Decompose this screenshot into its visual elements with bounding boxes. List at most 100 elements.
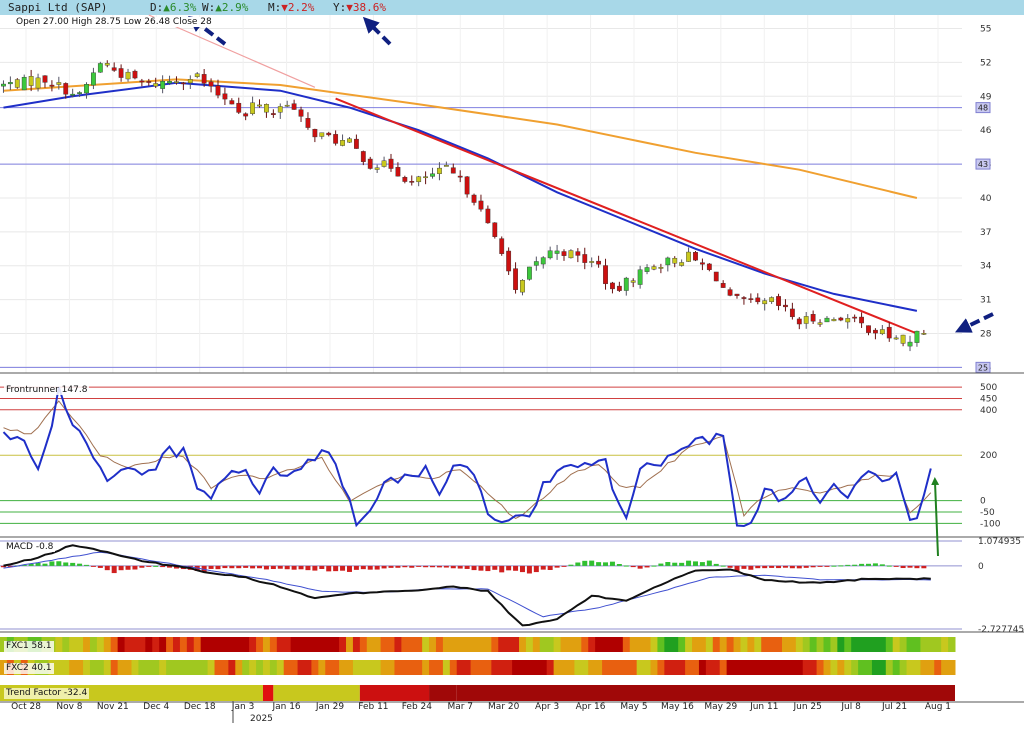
fxc1-cell xyxy=(138,637,146,652)
macd-histogram-bar xyxy=(464,565,470,569)
frontrunner-tick-label: 0 xyxy=(980,497,986,507)
macd-histogram-bar xyxy=(879,564,885,566)
candle-body xyxy=(741,297,747,299)
macd-histogram-bar xyxy=(734,565,740,571)
candle-body xyxy=(236,102,242,113)
frontrunner-tick-label: -50 xyxy=(980,508,995,518)
fxc2-cell xyxy=(608,660,617,675)
fxc1-cell xyxy=(442,637,451,652)
fxc2-cell xyxy=(491,660,499,675)
x-axis-label: Nov 8 xyxy=(56,702,82,712)
price-tick-label: 31 xyxy=(980,296,991,306)
fxc1-cell xyxy=(539,637,548,652)
fxc2-cell xyxy=(214,660,222,675)
fxc1-cell xyxy=(726,637,735,652)
macd-histogram-bar xyxy=(270,565,276,570)
fxc1-cell xyxy=(588,637,596,652)
macd-histogram-bar xyxy=(568,564,574,566)
fxc2-cell xyxy=(816,660,825,675)
macd-histogram-bar xyxy=(153,565,159,567)
fxc1-cell xyxy=(512,637,520,652)
fxc2-cell xyxy=(768,660,776,675)
fxc1-cell xyxy=(373,637,382,652)
price-tick-label: 34 xyxy=(980,262,992,272)
fxc2-label: FXC2 40.1 xyxy=(4,663,54,674)
fxc1-cell xyxy=(678,637,686,652)
macd-histogram-bar xyxy=(395,565,401,568)
macd-histogram-bar xyxy=(713,563,719,566)
month-change: M:▼2.2% xyxy=(268,1,315,14)
level-tag-bg xyxy=(975,361,991,373)
macd-histogram-bar xyxy=(741,565,747,569)
candle-body xyxy=(201,74,207,84)
fxc2-cell xyxy=(89,660,98,675)
macd-histogram-bar xyxy=(865,563,871,566)
fxc2-cell xyxy=(200,660,209,675)
x-axis-label: Apr 16 xyxy=(576,702,606,712)
macd-histogram-bar xyxy=(263,565,269,570)
candle-body xyxy=(886,326,892,339)
fxc2-cell xyxy=(318,660,326,675)
fxc1-cell xyxy=(159,637,167,652)
candle-body xyxy=(97,63,103,73)
fxc2-cell xyxy=(352,660,361,675)
fxc1-cell xyxy=(913,637,921,652)
x-axis-label: Dec 18 xyxy=(184,702,216,712)
fxc1-cell xyxy=(595,637,603,652)
macd-histogram-bar xyxy=(596,562,602,566)
macd-histogram-bar xyxy=(679,562,685,566)
macd-histogram-bar xyxy=(499,565,505,573)
fxc2-cell xyxy=(643,660,652,675)
x-axis-label: Apr 3 xyxy=(535,702,559,712)
fxc2-cell xyxy=(110,660,119,675)
fxc2-cell xyxy=(0,660,8,675)
fxc2-cell xyxy=(235,660,243,675)
macd-histogram-bar xyxy=(796,565,802,569)
candle-body xyxy=(77,92,82,94)
candle-body xyxy=(291,103,297,110)
macd-histogram-bar xyxy=(623,565,629,567)
fxc2-cell xyxy=(830,660,838,675)
macd-histogram-bar xyxy=(160,565,166,568)
candle-body xyxy=(776,296,781,306)
macd-histogram-bar xyxy=(326,565,332,572)
macd-histogram-bar xyxy=(35,562,41,566)
candle-body xyxy=(340,140,345,146)
macd-histogram-bar xyxy=(457,565,463,569)
candle-body xyxy=(63,83,69,95)
macd-histogram-bar xyxy=(665,562,671,566)
fxc2-cell xyxy=(304,660,312,675)
candle-body xyxy=(637,269,643,285)
fxc1-cell xyxy=(408,637,416,652)
fxc2-cell xyxy=(477,660,485,675)
candle-body xyxy=(506,250,512,272)
macd-histogram-bar xyxy=(111,565,117,574)
candle-body xyxy=(423,176,428,179)
candle-body xyxy=(471,194,477,203)
macd-histogram-bar xyxy=(132,565,138,570)
candle-body xyxy=(194,73,200,77)
trend-factor-segment xyxy=(359,685,430,701)
annotation-arrow xyxy=(931,477,940,557)
fxc1-cell xyxy=(602,637,610,652)
macd-histogram-bar xyxy=(810,565,816,568)
macd-histogram-bar xyxy=(443,565,449,568)
fxc1-cell xyxy=(332,637,340,652)
fxc1-cell xyxy=(920,637,928,652)
fxc2-cell xyxy=(754,660,762,675)
macd-histogram-bar xyxy=(471,565,477,571)
fxc2-cell xyxy=(96,660,105,675)
candle-body xyxy=(388,158,394,169)
fxc1-label: FXC1 58.1 xyxy=(4,641,54,652)
candle-body xyxy=(450,167,456,174)
candle-body xyxy=(409,181,415,183)
macd-histogram-bar xyxy=(492,565,498,570)
trend-factor-segment xyxy=(429,685,457,701)
fxc2-cell xyxy=(55,660,63,675)
fxc2-cell xyxy=(657,660,665,675)
candle-body xyxy=(443,165,449,167)
overlay-trendline_red xyxy=(335,97,918,335)
candle-body xyxy=(734,293,740,296)
candle-body xyxy=(700,262,705,265)
macd-histogram-bar xyxy=(56,561,62,566)
